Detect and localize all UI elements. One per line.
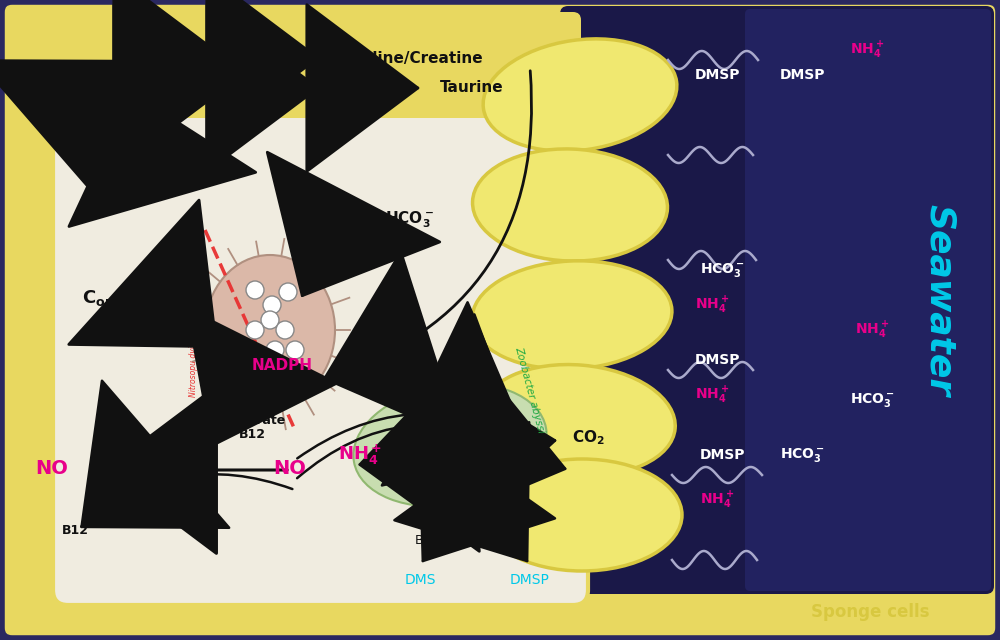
Circle shape [276, 321, 294, 339]
FancyBboxPatch shape [560, 6, 994, 594]
Circle shape [279, 283, 297, 301]
FancyBboxPatch shape [53, 85, 588, 605]
Text: Taurine: Taurine [440, 81, 504, 95]
FancyBboxPatch shape [60, 12, 581, 118]
Text: $\mathbf{HCO_3^-}$: $\mathbf{HCO_3^-}$ [700, 261, 745, 279]
Circle shape [263, 296, 281, 314]
Text: $\mathbf{HCO_3^-}$: $\mathbf{HCO_3^-}$ [850, 391, 895, 409]
Ellipse shape [472, 261, 672, 369]
Text: B12: B12 [62, 524, 89, 536]
Text: DMSP: DMSP [780, 68, 826, 82]
Text: NO: NO [36, 458, 68, 477]
Text: NO: NO [274, 458, 306, 477]
Text: Seawater: Seawater [923, 204, 957, 396]
Ellipse shape [482, 459, 682, 571]
Ellipse shape [353, 383, 547, 506]
Text: $\mathbf{NH_4^+}$: $\mathbf{NH_4^+}$ [338, 443, 382, 467]
Text: NADPH: NADPH [252, 358, 313, 372]
Text: $\mathbf{NH_4^+}$: $\mathbf{NH_4^+}$ [855, 319, 889, 340]
Text: Zoobacter abyssi: Zoobacter abyssi [514, 346, 546, 435]
Text: Fumarate: Fumarate [415, 504, 475, 516]
Circle shape [246, 281, 264, 299]
Ellipse shape [483, 39, 677, 151]
Circle shape [261, 311, 279, 329]
Text: $\mathbf{NH_4^+}$: $\mathbf{NH_4^+}$ [695, 294, 729, 316]
Text: DMS: DMS [405, 573, 436, 587]
Text: $\mathbf{NH_4^+}$: $\mathbf{NH_4^+}$ [850, 39, 884, 61]
Text: Nitroaopumivirus cobalaminbus: Nitroaopumivirus cobalaminbus [366, 323, 464, 456]
Text: DMSP: DMSP [700, 448, 746, 462]
Circle shape [286, 341, 304, 359]
Text: $\mathbf{NH_4^+}$: $\mathbf{NH_4^+}$ [695, 385, 729, 406]
Ellipse shape [473, 149, 667, 261]
Ellipse shape [205, 255, 335, 405]
Text: $\mathbf{CO_2}$: $\mathbf{CO_2}$ [572, 429, 605, 447]
Text: $\mathbf{NH_4^+}$: $\mathbf{NH_4^+}$ [700, 490, 734, 511]
Text: $\mathbf{C_{org}}$: $\mathbf{C_{org}}$ [143, 46, 181, 70]
Text: Nitrosopu dvirus anaerophilus: Nitrosopu dvirus anaerophilus [190, 283, 198, 397]
Text: B12: B12 [415, 534, 439, 547]
Text: $\mathbf{C_{org}}$: $\mathbf{C_{org}}$ [143, 76, 181, 100]
Text: DMSP: DMSP [510, 573, 550, 587]
Text: B12: B12 [239, 429, 266, 442]
FancyBboxPatch shape [745, 9, 991, 591]
Text: $\mathbf{HCO_3^-}$: $\mathbf{HCO_3^-}$ [385, 210, 434, 230]
Text: Choline/Creatine: Choline/Creatine [340, 51, 483, 65]
Text: Fumarate: Fumarate [218, 413, 286, 426]
Text: DMSP: DMSP [695, 353, 740, 367]
Ellipse shape [481, 365, 675, 476]
Circle shape [246, 321, 264, 339]
Text: Sponge cells: Sponge cells [811, 603, 929, 621]
Text: DMSP: DMSP [695, 68, 740, 82]
Text: $\mathbf{C_{org}}$: $\mathbf{C_{org}}$ [82, 289, 120, 312]
Circle shape [266, 341, 284, 359]
Text: $\mathbf{HCO_3^-}$: $\mathbf{HCO_3^-}$ [780, 446, 825, 464]
